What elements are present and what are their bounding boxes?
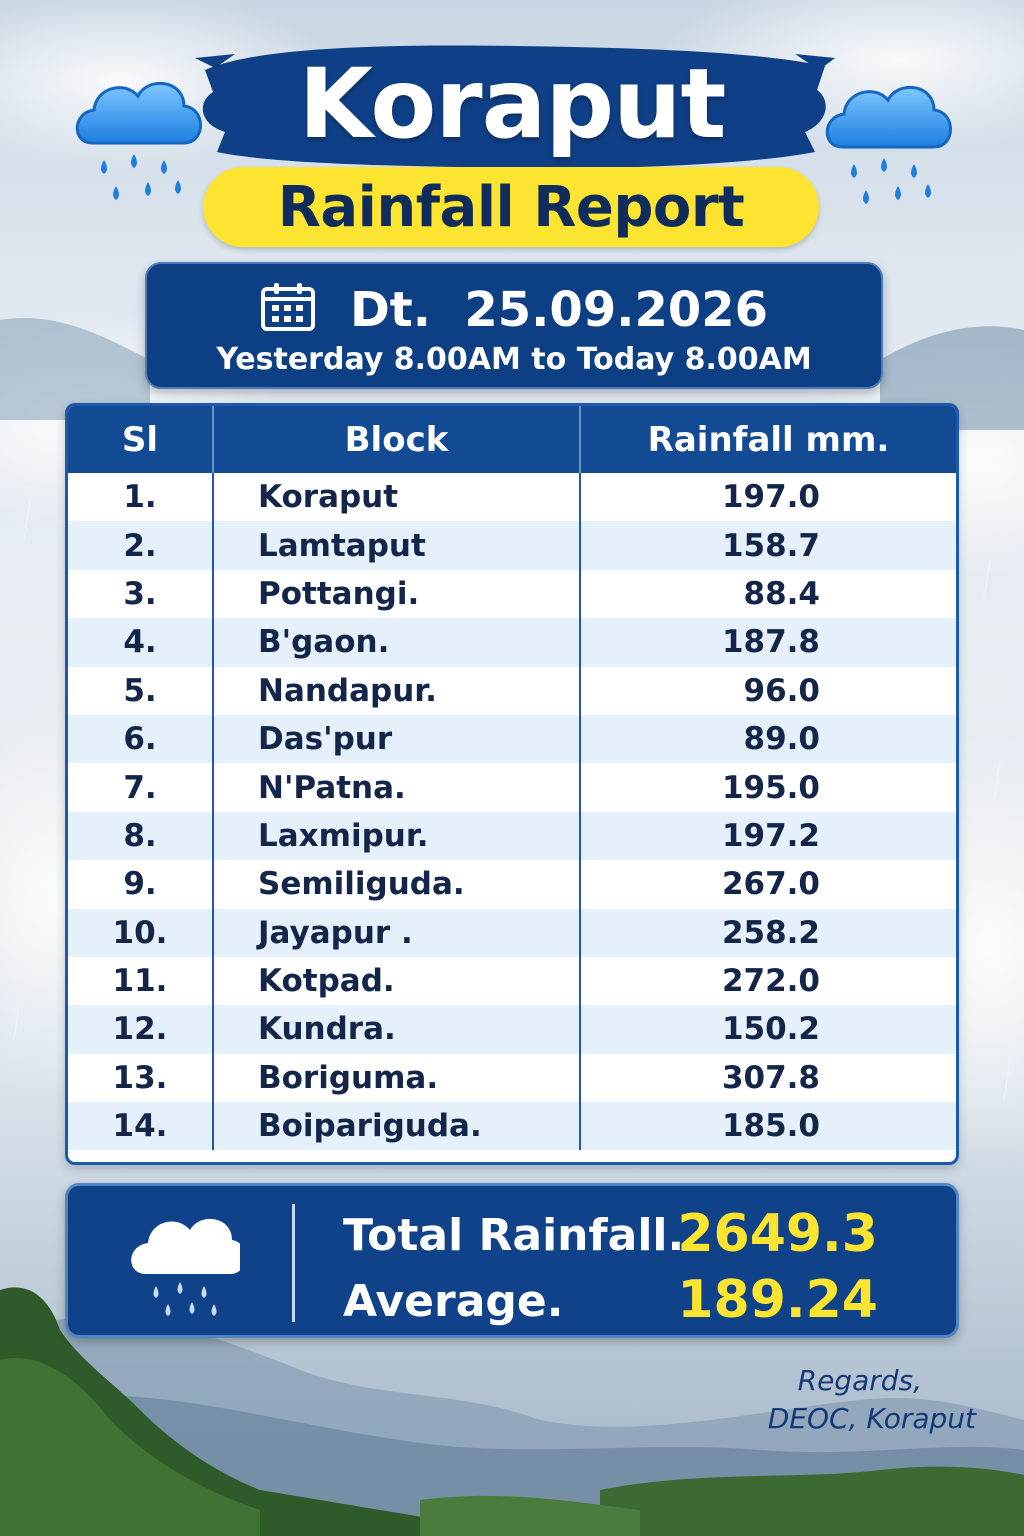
row-rainfall: 88.4 <box>743 575 821 612</box>
row-sl: 6. <box>68 714 214 764</box>
table-row: 2. Lamtaput 158.7 <box>68 521 956 570</box>
row-rainfall: 89.0 <box>743 721 821 758</box>
row-sl: 1. <box>68 473 214 522</box>
row-sl: 13. <box>68 1053 214 1103</box>
time-range: Yesterday 8.00AM to Today 8.00AM <box>216 342 812 377</box>
rain-cloud-icon <box>825 85 952 204</box>
row-rainfall: 150.2 <box>721 1011 820 1048</box>
row-sl: 2. <box>68 521 214 570</box>
signature-text: DEOC, Koraput <box>767 1402 976 1435</box>
summary-panel: Total Rainfall. 2649.3 Average. 189.24 <box>65 1183 959 1338</box>
row-rainfall: 195.0 <box>721 769 820 806</box>
regards-text: Regards, <box>797 1364 922 1397</box>
row-block: Pottangi. <box>214 569 581 619</box>
row-rainfall: 197.0 <box>721 479 820 516</box>
row-sl: 3. <box>68 569 214 619</box>
row-rainfall: 267.0 <box>721 866 820 903</box>
row-sl: 10. <box>68 908 214 957</box>
total-rainfall-label: Total Rainfall. <box>343 1210 685 1261</box>
row-block: B'gaon. <box>214 618 581 667</box>
rain-cloud-icon <box>75 81 202 200</box>
row-sl: 9. <box>68 860 214 909</box>
brush-stroke-decoration <box>195 45 835 169</box>
table-row: 9. Semiliguda. 267.0 <box>68 860 956 909</box>
table-row: 6. Das'pur 89.0 <box>68 714 956 764</box>
row-block: Semiliguda. <box>214 860 581 909</box>
table-row: 12. Kundra. 150.2 <box>68 1005 956 1054</box>
row-block: Kotpad. <box>214 956 581 1006</box>
row-rainfall: 96.0 <box>743 672 821 709</box>
date-line: Dt. 25.09.2026 <box>147 282 881 338</box>
table-row: 1. Koraput 197.0 <box>68 473 956 522</box>
row-sl: 11. <box>68 956 214 1006</box>
row-block: Das'pur <box>214 714 581 764</box>
table-row: 13. Boriguma. 307.8 <box>68 1053 956 1103</box>
subtitle-banner: Rainfall Report <box>203 167 819 247</box>
rain-cloud-icon <box>131 1218 240 1316</box>
regards-signature: Regards, DEOC, Koraput <box>768 1362 976 1438</box>
row-rainfall: 187.8 <box>721 624 820 661</box>
row-rainfall: 272.0 <box>721 963 820 1000</box>
report-date: Dt. 25.09.2026 <box>349 282 769 338</box>
header-block: Block <box>214 406 581 473</box>
table-row: 11. Kotpad. 272.0 <box>68 956 956 1006</box>
table-row: 10. Jayapur . 258.2 <box>68 908 956 957</box>
row-sl: 5. <box>68 666 214 715</box>
average-label: Average. <box>343 1276 564 1327</box>
row-block: Lamtaput <box>214 521 581 570</box>
page-subtitle: Rainfall Report <box>277 174 745 240</box>
table-row: 8. Laxmipur. 197.2 <box>68 811 956 861</box>
row-rainfall: 158.7 <box>721 527 820 564</box>
row-block: Nandapur. <box>214 666 581 715</box>
summary-divider <box>292 1204 295 1322</box>
row-rainfall: 197.2 <box>721 817 820 854</box>
header-rainfall: Rainfall mm. <box>647 419 890 460</box>
row-sl: 7. <box>68 763 214 812</box>
row-block: N'Patna. <box>214 763 581 812</box>
row-sl: 12. <box>68 1005 214 1054</box>
average-value: 189.24 <box>677 1270 878 1330</box>
row-block: Laxmipur. <box>214 811 581 861</box>
row-block: Boriguma. <box>214 1053 581 1103</box>
row-rainfall: 185.0 <box>721 1108 820 1145</box>
table-row: 5. Nandapur. 96.0 <box>68 666 956 715</box>
table-row: 3. Pottangi. 88.4 <box>68 569 956 619</box>
row-block: Kundra. <box>214 1005 581 1054</box>
row-rainfall: 307.8 <box>721 1059 820 1096</box>
row-block: Boipariguda. <box>214 1102 581 1151</box>
table-body: 1. Koraput 197.0 2. Lamtaput 158.7 3. Pottangi.… <box>68 473 956 1151</box>
table-header: Sl Block Rainfall mm. <box>68 406 956 473</box>
rainfall-table: Sl Block Rainfall mm. 1. Koraput 197.0 2. La… <box>65 403 959 1165</box>
calendar-icon <box>260 283 315 331</box>
table-row: 14. Boipariguda. 185.0 <box>68 1102 956 1151</box>
row-sl: 4. <box>68 618 214 667</box>
header-sl: Sl <box>68 406 214 473</box>
table-row: 4. B'gaon. 187.8 <box>68 618 956 667</box>
row-block: Jayapur . <box>214 908 581 957</box>
total-rainfall-value: 2649.3 <box>677 1204 878 1264</box>
row-block: Koraput <box>214 473 581 522</box>
row-sl: 14. <box>68 1102 214 1151</box>
date-banner: Dt. 25.09.2026 Yesterday 8.00AM to Today… <box>145 262 883 389</box>
page-title: Koraput <box>298 48 727 160</box>
row-rainfall: 258.2 <box>721 914 820 951</box>
row-sl: 8. <box>68 811 214 861</box>
table-row: 7. N'Patna. 195.0 <box>68 763 956 812</box>
